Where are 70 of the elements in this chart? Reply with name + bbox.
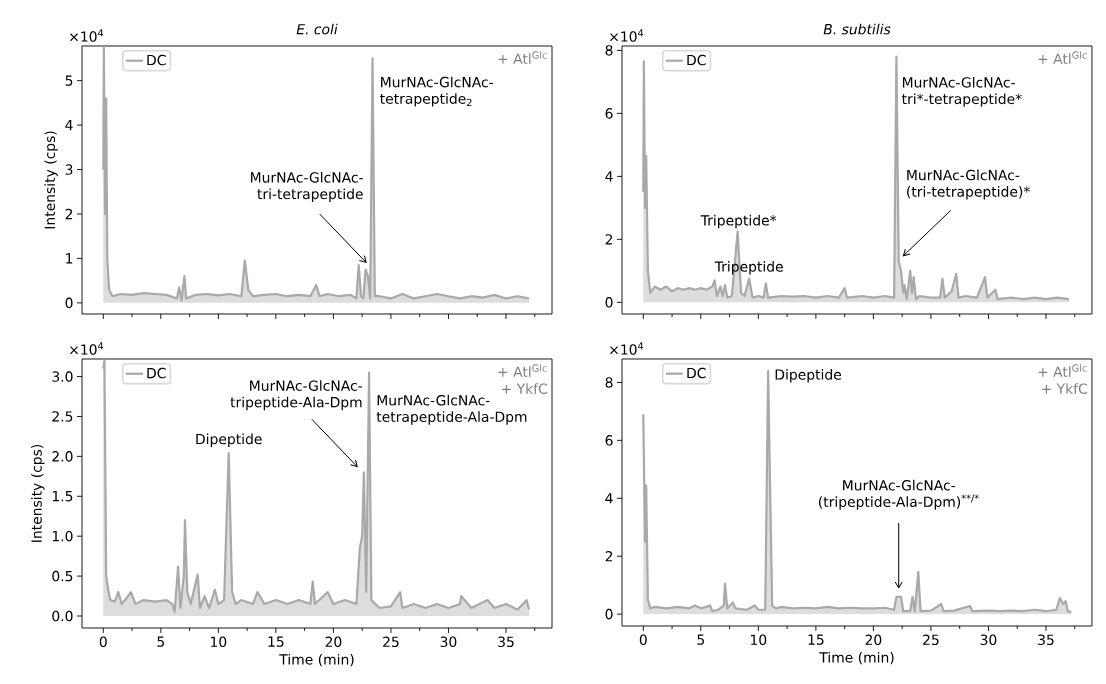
text: ×10$^{4}$ [610,29,644,42]
legend-label: DC [687,54,706,66]
x-tick-label: 0 [99,636,107,648]
x-tick-label: 35 [498,636,514,648]
annotation: + Atl$^{Glc}$ [1038,51,1087,64]
annotation: + Atl$^{Glc}$ [1038,364,1087,377]
y-tick-label: 8 [605,377,613,388]
y-tick-label: 4 [605,493,613,504]
x-axis-title: Time (min) [279,653,354,667]
x-axis-title: Time (min) [819,651,894,665]
x-tick-label: 20 [325,636,342,648]
x-tick-label: 5 [157,636,165,647]
y-tick-label: 2 [605,551,613,562]
y-tick-label: 0 [605,608,613,620]
annotation: + YkfC [1042,383,1088,394]
annotation: MurNAc-GlcNAc-tetrapeptide$_{2}$ [380,76,493,107]
annotation: MurNAc-GlcNAc-tri-tetrapeptide [250,171,363,202]
text: ×10$^{4}$ [610,342,644,355]
annotation: MurNAc-GlcNAc-tetrapeptide-Ala-Dpm [376,394,527,425]
y-tick-label: 6 [605,435,613,446]
legend-label: DC [687,367,706,379]
annotation: + Atl$^{Glc}$ [498,51,547,64]
y-tick-label: 0.0 [52,610,73,622]
y-tick-label: 2.0 [52,451,73,462]
x-tick-label: 15 [268,636,284,647]
x-tick-label: 10 [751,634,767,646]
y-tick-label: 2 [65,208,73,220]
annotation: + Atl$^{Glc}$ [498,364,547,377]
y-tick-label: 4 [605,171,613,182]
y-tick-label: 1.0 [52,530,73,542]
annotation: MurNAc-GlcNAc-(tripeptide-Ala-Dpm)$^{**/*}$ [819,479,979,510]
x-tick-label: 5 [697,634,705,645]
annotation: MurNAc-GlcNAc-(tri-tetrapeptide)* [907,169,1030,200]
y-tick-label: 2.5 [52,411,73,422]
chart-title: E. coli [296,23,338,35]
x-tick-label: 30 [440,636,457,648]
y-tick-label: 4 [65,120,73,131]
y-tick-label: 3 [65,164,73,175]
annotation: Dipeptide [775,369,842,383]
x-tick-label: 20 [865,634,882,646]
legend-label: DC [147,54,166,66]
y-tick-label: 8 [605,45,613,56]
annotation: MurNAc-GlcNAc-tripeptide-Ala-Dpm [230,380,362,411]
text: ×10$^{4}$ [70,29,104,42]
chart-title: B. subtilis [823,23,891,35]
x-tick-label: 25 [923,634,939,646]
annotation: Dipeptide [196,433,262,447]
legend-label: DC [147,367,166,379]
y-tick-label: 1.5 [52,491,73,502]
y-tick-label: 3.0 [52,371,73,382]
y-tick-label: 2 [605,234,613,245]
x-tick-label: 15 [808,634,824,645]
y-tick-label: 5 [65,75,73,86]
annotation: MurNAc-GlcNAc-tri*-tetrapeptide* [901,76,1022,107]
x-tick-label: 0 [639,634,647,646]
x-tick-label: 25 [383,636,399,648]
x-tick-label: 10 [211,636,227,648]
annotation: Tripeptide* [700,214,777,229]
y-tick-label: 0 [65,297,73,309]
annotation: + YkfC [502,383,548,394]
y-axis-title: Intensity (cps) [31,444,45,542]
y-axis-title: Intensity (cps) [44,131,58,229]
y-tick-label: 0.5 [52,570,73,582]
text: ×10$^{4}$ [70,342,104,355]
x-tick-label: 30 [980,634,997,646]
x-tick-label: 35 [1038,634,1054,646]
y-tick-label: 0 [605,297,613,308]
y-tick-label: 1 [66,253,73,264]
y-tick-label: 6 [605,108,613,119]
annotation: Tripeptide [714,261,783,275]
